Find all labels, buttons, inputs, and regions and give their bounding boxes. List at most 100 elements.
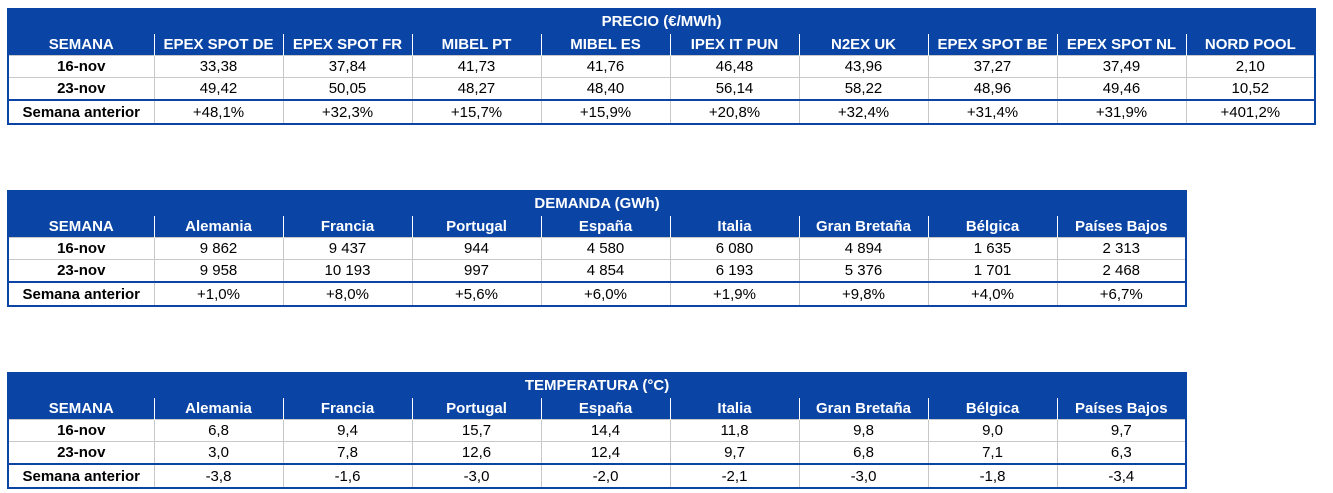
table-cell: 41,76 <box>540 55 671 78</box>
row-label: Semana anterior <box>7 463 155 489</box>
table-cell: -1,8 <box>927 463 1058 489</box>
table-cell: 6 193 <box>669 259 800 283</box>
column-header: Bélgica <box>927 397 1058 420</box>
column-header: Francia <box>282 397 413 420</box>
table-cell: 37,49 <box>1056 55 1187 78</box>
table-cell: 56,14 <box>669 77 800 101</box>
table-cell: -3,4 <box>1056 463 1188 489</box>
table-cell: +1,0% <box>153 281 284 307</box>
table-cell: 944 <box>411 237 542 260</box>
table-cell: 4 894 <box>798 237 929 260</box>
table-cell: 46,48 <box>669 55 800 78</box>
temperatura-table: TEMPERATURA (°C) SEMANA Alemania Francia Por… <box>6 372 1188 489</box>
table-cell: +15,9% <box>540 99 671 125</box>
table-cell: 6,3 <box>1056 441 1188 465</box>
column-header: MIBEL ES <box>540 33 671 56</box>
table-cell: +4,0% <box>927 281 1058 307</box>
column-header: Italia <box>669 215 800 238</box>
table-cell: 1 635 <box>927 237 1058 260</box>
table-cell: -2,0 <box>540 463 671 489</box>
table-cell: 9,7 <box>1056 419 1188 442</box>
table-cell: 2 313 <box>1056 237 1187 260</box>
table-cell: 37,84 <box>282 55 413 78</box>
column-header: EPEX SPOT NL <box>1056 33 1187 56</box>
column-header: NORD POOL <box>1185 33 1317 56</box>
change-row: Semana anterior +48,1% +32,3% +15,7% +15,9% +… <box>7 99 1317 125</box>
table-cell: 41,73 <box>411 55 542 78</box>
table-cell: +20,8% <box>669 99 800 125</box>
column-header: Francia <box>282 215 413 238</box>
table-cell: 997 <box>411 259 542 283</box>
table-cell: +32,4% <box>798 99 929 125</box>
change-row: Semana anterior +1,0% +8,0% +5,6% +6,0% +1,9%… <box>7 281 1187 307</box>
column-header: Portugal <box>411 215 542 238</box>
column-header: EPEX SPOT BE <box>927 33 1058 56</box>
column-header: Países Bajos <box>1056 397 1188 420</box>
table-title: TEMPERATURA (°C) <box>6 372 1188 398</box>
table-cell: 6 080 <box>669 237 800 260</box>
table-cell: 14,4 <box>540 419 671 442</box>
table-cell: +6,7% <box>1056 281 1187 307</box>
table-cell: 33,38 <box>153 55 284 78</box>
table-cell: 9,7 <box>669 441 800 465</box>
table-cell: 37,27 <box>927 55 1058 78</box>
table-cell: +48,1% <box>153 99 284 125</box>
row-label: 23-nov <box>7 77 155 101</box>
table-cell: 10,52 <box>1185 77 1317 101</box>
table-cell: +8,0% <box>282 281 413 307</box>
table-cell: 49,42 <box>153 77 284 101</box>
table-cell: +15,7% <box>411 99 542 125</box>
table-cell: +5,6% <box>411 281 542 307</box>
table-cell: 1 701 <box>927 259 1058 283</box>
column-header: SEMANA <box>7 33 155 56</box>
column-header: Bélgica <box>927 215 1058 238</box>
table-cell: 58,22 <box>798 77 929 101</box>
table-cell: 50,05 <box>282 77 413 101</box>
column-header: N2EX UK <box>798 33 929 56</box>
table-cell: 9 862 <box>153 237 284 260</box>
column-header: IPEX IT PUN <box>669 33 800 56</box>
column-header: Portugal <box>411 397 542 420</box>
table-title: DEMANDA (GWh) <box>7 190 1187 216</box>
column-header: EPEX SPOT FR <box>282 33 413 56</box>
table-cell: +401,2% <box>1185 99 1317 125</box>
table-cell: 7,1 <box>927 441 1058 465</box>
table-cell: -2,1 <box>669 463 800 489</box>
table-cell: 9 958 <box>153 259 284 283</box>
row-label: 16-nov <box>7 237 155 260</box>
table-cell: +32,3% <box>282 99 413 125</box>
change-row: Semana anterior -3,8 -1,6 -3,0 -2,0 -2,1 -3,0-… <box>7 463 1188 489</box>
table-cell: 3,0 <box>153 441 284 465</box>
table-cell: 11,8 <box>669 419 800 442</box>
table-cell: 48,40 <box>540 77 671 101</box>
table-cell: 9,8 <box>798 419 929 442</box>
table-cell: 48,96 <box>927 77 1058 101</box>
table-cell: 5 376 <box>798 259 929 283</box>
table-cell: 48,27 <box>411 77 542 101</box>
column-header: Gran Bretaña <box>798 397 929 420</box>
table-cell: 9,4 <box>282 419 413 442</box>
table-cell: -3,8 <box>153 463 284 489</box>
table-cell: 4 854 <box>540 259 671 283</box>
column-header: SEMANA <box>7 215 155 238</box>
table-cell: -1,6 <box>282 463 413 489</box>
table-cell: +6,0% <box>540 281 671 307</box>
table-cell: +31,4% <box>927 99 1058 125</box>
column-header: EPEX SPOT DE <box>153 33 284 56</box>
table-cell: 6,8 <box>798 441 929 465</box>
table-cell: 2,10 <box>1185 55 1317 78</box>
table-title: PRECIO (€/MWh) <box>6 8 1317 34</box>
table-row: 16-nov 33,38 37,84 41,73 41,76 46,48 43,96 37,2… <box>7 55 1317 78</box>
table-cell: 6,8 <box>153 419 284 442</box>
table-cell: 9,0 <box>927 419 1058 442</box>
table-cell: 43,96 <box>798 55 929 78</box>
table-cell: 4 580 <box>540 237 671 260</box>
table-cell: 9 437 <box>282 237 413 260</box>
row-label: 23-nov <box>7 259 155 283</box>
column-header: España <box>540 215 671 238</box>
table-cell: 15,7 <box>411 419 542 442</box>
table-row: 16-nov 9 862 9 437 944 4 580 6 080 4 894 1 635 2… <box>7 237 1187 260</box>
table-cell: +9,8% <box>798 281 929 307</box>
precio-table: PRECIO (€/MWh) SEMANA EPEX SPOT DE EPEX SPO… <box>6 8 1317 125</box>
table-cell: 2 468 <box>1056 259 1187 283</box>
